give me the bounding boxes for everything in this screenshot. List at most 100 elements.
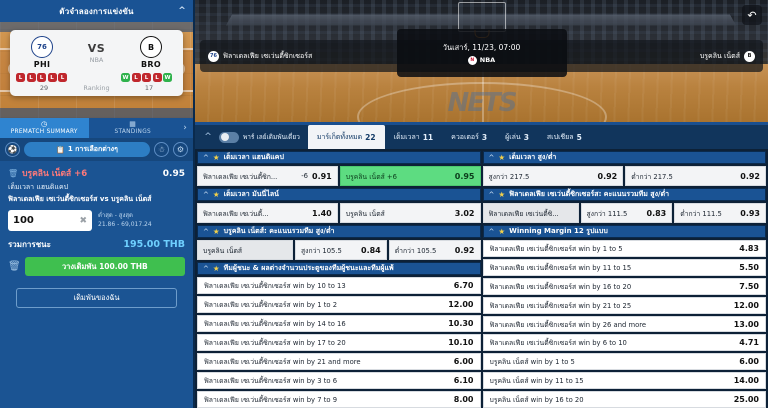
chevron-up-icon[interactable]: ^ [488, 153, 495, 162]
market-outcome-row[interactable]: ฟิลาเดลเฟีย เซเว่นตี้ซิกเซอร์ส win by 7 … [197, 391, 481, 408]
market-outcome-row[interactable]: ฟิลาเดลเฟีย เซเว่นตี้ซิกเซอร์ส win by 26… [482, 315, 766, 333]
team-total-team: ฟิลาเดลเฟีย เซเว่นตี้ซิ... [482, 203, 579, 223]
market-outcome-row[interactable]: ฟิลาเดลเฟีย เซเว่นตี้ซิกเซอร์ส win by 11… [482, 258, 766, 276]
single-bet-toggle[interactable]: พาร์ เลย์เดิมพันเดี่ยว [217, 125, 308, 149]
chevron-up-icon[interactable]: ^ [203, 264, 209, 273]
outcome-label: ฟิลาเดลเฟีย เซเว่นตี้ซิกเซอร์ส win by 17… [204, 339, 346, 347]
outcome-button[interactable]: ฟิลาเดลเฟีย เซเว่นตี้... 1.40 [197, 203, 338, 223]
trash-icon[interactable]: 🗑 [8, 261, 21, 272]
user-icon[interactable]: ☃ [154, 142, 169, 157]
stake-limits: ต่ำสุด - สูงสุด 21.86 - 69,017.24 [98, 212, 152, 228]
outcome-button[interactable]: สูงกว่า 111.5 0.83 [580, 203, 673, 223]
market-header[interactable]: ^ ★ ฟิลาเดลเฟีย เซเว่นตี้ซิกเซอร์ส: คะแนนร… [482, 188, 766, 201]
trash-icon[interactable]: 🗑 [8, 169, 19, 178]
chevron-up-icon[interactable]: ^ [178, 6, 186, 16]
market-header[interactable]: ^ ★ Winning Margin 12 รูปแบบ [482, 225, 766, 238]
place-bet-button[interactable]: วางเดิมพัน 100.00 THB [24, 257, 185, 276]
market-outcome-row[interactable]: ฟิลาเดลเฟีย เซเว่นตี้ซิกเซอร์ส win by 21… [482, 296, 766, 314]
home-form-badge: L [26, 73, 36, 82]
market-outcome-row[interactable]: บรูคลิน เน็ตส์ win by 11 to 15 14.00 [482, 372, 766, 390]
outcome-odds: 6.70 [453, 281, 474, 290]
filter-tab-3[interactable]: ผู้เล่น 3 [496, 125, 538, 149]
hero-away-team: บรูคลิน เน็ตส์ B [567, 50, 764, 62]
star-icon[interactable]: ★ [498, 153, 506, 162]
market-header[interactable]: ^ ★ เต็มเวลา มันนี่ไลน์ [197, 188, 481, 201]
filter-tab-4[interactable]: สเปเชียล 5 [538, 125, 591, 149]
gear-icon[interactable]: ⚙ [173, 142, 188, 157]
court-band-bottom [0, 108, 193, 118]
soccer-ball-icon[interactable]: ⚽ [5, 142, 20, 157]
tab-standings-label: STANDINGS [114, 129, 151, 135]
market-outcome-row[interactable]: ฟิลาเดลเฟีย เซเว่นตี้ซิกเซอร์ส win by 21… [197, 353, 481, 370]
filter-tab-1[interactable]: เต็มเวลา 11 [385, 125, 443, 149]
outcome-button[interactable]: ต่ำกว่า 111.5 0.93 [674, 203, 766, 223]
hero-match-meta: วันเสาร์, 11/23, 07:00 N NBA [396, 29, 567, 77]
outcome-button[interactable]: สูงกว่า 105.5 0.84 [295, 240, 387, 260]
chevron-up-icon[interactable]: ^ [488, 227, 495, 236]
chevron-up-icon[interactable]: ^ [203, 227, 209, 236]
stake-input[interactable]: 100 ✖ [8, 210, 92, 231]
markets-area: ^ ★ เต็มเวลา แฮนดิแคป ฟิลาเดลเฟีย เซเว่นตี้… [195, 149, 768, 408]
hero-league-name: NBA [479, 56, 496, 64]
hero-away-team-name: บรูคลิน เน็ตส์ [699, 51, 740, 60]
market-outcome-row[interactable]: บรูคลิน เน็ตส์ win by 1 to 5 6.00 [482, 353, 766, 371]
filter-tab-0[interactable]: มาร์เก็ตทั้งหมด 22 [307, 125, 385, 149]
market-outcome-row[interactable]: ฟิลาเดลเฟีย เซเว่นตี้ซิกเซอร์ส win by 6 … [482, 334, 766, 352]
market-outcome-row[interactable]: ฟิลาเดลเฟีย เซเว่นตี้ซิกเซอร์ส win by 1 … [482, 240, 766, 257]
my-bets-button[interactable]: เดิมพันของฉัน [16, 288, 177, 308]
market-outcome-row[interactable]: ฟิลาเดลเฟีย เซเว่นตี้ซิกเซอร์ส win by 14… [197, 315, 481, 332]
market-outcome-row[interactable]: ฟิลาเดลเฟีย เซเว่นตี้ซิกเซอร์ส win by 16… [482, 277, 766, 295]
clear-icon[interactable]: ✖ [79, 215, 87, 226]
market-header[interactable]: ^ ★ ทีมผู้ชนะ & ผลต่างจำนวนประตูของทีมผู้ช… [197, 262, 481, 275]
outcome-odds: 0.92 [454, 245, 475, 255]
back-arrow-icon[interactable]: ↶ [742, 5, 762, 25]
outcome-button[interactable]: บรูคลิน เน็ตส์ 3.02 [339, 203, 481, 223]
star-icon[interactable]: ★ [498, 227, 506, 236]
outcome-button[interactable]: ต่ำกว่า 217.5 0.92 [625, 166, 766, 186]
tab-prematch-summary[interactable]: ◷ PREMATCH SUMMARY [0, 118, 89, 138]
outcome-label: ฟิลาเดลเฟีย เซเว่นตี้ซิกเซอร์ส win by 6 … [489, 339, 627, 348]
outcome-label: ฟิลาเดลเฟีย เซเว่นตี้ซิกเซอร์ส win by 16… [489, 282, 632, 291]
sidebar-title: ตัวจำลองการแข่งขัน [59, 6, 134, 16]
star-icon[interactable]: ★ [212, 264, 220, 273]
market-outcome-row[interactable]: บรูคลิน เน็ตส์ win by 16 to 20 25.00 [482, 391, 766, 408]
market-title: เต็มเวลา แฮนดิแคป [223, 153, 284, 161]
outcome-label: สูงกว่า 217.5 [488, 172, 530, 181]
filter-tab-2[interactable]: ควอเตอร์ 3 [442, 125, 496, 149]
market-header[interactable]: ^ ★ เต็มเวลา สูง/ต่ำ [482, 151, 766, 164]
outcome-odds: 25.00 [733, 395, 759, 405]
outcome-button[interactable]: ต่ำกว่า 105.5 0.92 [388, 240, 481, 260]
chevron-up-icon[interactable]: ^ [203, 190, 209, 199]
star-icon[interactable]: ★ [212, 190, 220, 199]
star-icon[interactable]: ★ [498, 190, 506, 199]
hero-match-date: วันเสาร์, 11/23, 07:00 [442, 42, 521, 52]
chevron-up-icon[interactable]: ^ [488, 190, 495, 199]
chevron-up-icon[interactable]: ^ [203, 153, 209, 162]
market-header[interactable]: ^ ★ บรูคลิน เน็ตส์: คะแนนรวมทีม สูง/ต่ำ [197, 225, 481, 238]
versus-block: VS NBA [88, 42, 105, 64]
chevron-right-icon[interactable]: › [183, 123, 187, 133]
selections-pill[interactable]: 📋 1 การเลือกต่างๆ [24, 142, 150, 157]
market-header[interactable]: ^ ★ เต็มเวลา แฮนดิแคป [197, 151, 481, 164]
star-icon[interactable]: ★ [212, 227, 220, 236]
chevron-up-double-icon[interactable]: ^ [204, 132, 212, 142]
star-icon[interactable]: ★ [212, 153, 220, 162]
outcome-label: ต่ำกว่า 217.5 [631, 172, 673, 181]
outcome-odds: 0.91 [312, 171, 332, 181]
tab-standings[interactable]: ▦ STANDINGS [89, 118, 178, 138]
market-outcome-row[interactable]: ฟิลาเดลเฟีย เซเว่นตี้ซิกเซอร์ส win by 10… [197, 277, 481, 294]
market-outcome-row[interactable]: ฟิลาเดลเฟีย เซเว่นตี้ซิกเซอร์ส win by 3 … [197, 372, 481, 389]
outcome-label: ฟิลาเดลเฟีย เซเว่นตี้ซิกเซอร์ส win by 26… [489, 320, 647, 329]
outcome-button[interactable]: บรูคลิน เน็ตส์ +6 0.95 [339, 166, 481, 186]
toggle-switch[interactable] [219, 131, 239, 143]
outcome-button[interactable]: ฟิลาเดลเฟีย เซเว่นตี้ซิก... -6 0.91 [197, 166, 338, 186]
team-total-team: บรูคลิน เน็ตส์ [197, 240, 293, 260]
market-outcome-row[interactable]: ฟิลาเดลเฟีย เซเว่นตี้ซิกเซอร์ส win by 17… [197, 334, 481, 351]
basketball-hoop-icon [457, 2, 506, 32]
hero-league: N NBA [467, 55, 496, 65]
market-outcome-row[interactable]: ฟิลาเดลเฟีย เซเว่นตี้ซิกเซอร์ส win by 1 … [197, 296, 481, 313]
outcome-odds: 8.00 [453, 395, 474, 404]
outcome-button[interactable]: สูงกว่า 217.5 0.92 [482, 166, 624, 186]
